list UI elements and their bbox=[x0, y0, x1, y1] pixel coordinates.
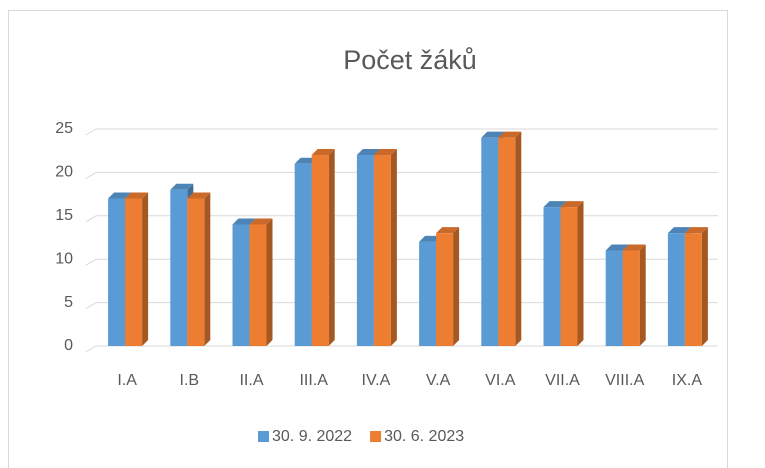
bar-side bbox=[390, 149, 397, 346]
legend-swatch bbox=[258, 431, 269, 442]
bar bbox=[622, 250, 640, 346]
bar-side bbox=[142, 192, 149, 346]
bar bbox=[498, 137, 516, 346]
bar bbox=[249, 224, 267, 346]
bar-top bbox=[356, 149, 380, 156]
bar bbox=[684, 233, 702, 346]
bar-top bbox=[170, 183, 194, 190]
bar-top bbox=[481, 131, 505, 138]
bar bbox=[170, 189, 188, 346]
bar-top bbox=[373, 149, 397, 156]
bar bbox=[667, 233, 685, 346]
bar bbox=[108, 198, 126, 346]
x-tick-label: IX.A bbox=[672, 372, 703, 389]
x-tick-label: II.A bbox=[239, 372, 263, 389]
bar-top bbox=[684, 227, 708, 234]
bar-top bbox=[560, 201, 584, 208]
bar-side bbox=[204, 192, 211, 346]
bar bbox=[356, 155, 374, 346]
bar-side bbox=[328, 149, 335, 346]
bar bbox=[560, 207, 578, 346]
y-tick-label: 15 bbox=[55, 207, 73, 224]
legend-swatch bbox=[370, 431, 382, 442]
bar bbox=[436, 233, 454, 346]
bar-side bbox=[577, 201, 584, 346]
bar-top bbox=[187, 192, 211, 199]
bar bbox=[187, 198, 205, 346]
bar-top bbox=[498, 131, 522, 138]
legend-label: 30. 6. 2023 bbox=[384, 428, 464, 445]
legend-label: 30. 9. 2022 bbox=[272, 428, 352, 445]
bar bbox=[125, 198, 143, 346]
bar-top bbox=[667, 227, 691, 234]
bar-side bbox=[701, 227, 708, 346]
x-tick-label: IV.A bbox=[362, 372, 391, 389]
x-tick-label: VII.A bbox=[545, 372, 580, 389]
x-tick-label: I.B bbox=[180, 372, 200, 389]
bar-top bbox=[436, 227, 460, 234]
bar-top bbox=[249, 218, 273, 225]
grid-line bbox=[85, 128, 718, 136]
bar bbox=[543, 207, 561, 346]
bar-top bbox=[605, 244, 629, 251]
bar-top bbox=[543, 201, 567, 208]
y-tick-label: 25 bbox=[55, 120, 73, 137]
y-tick-label: 5 bbox=[64, 294, 73, 311]
bar-side bbox=[515, 131, 522, 346]
x-tick-label: V.A bbox=[426, 372, 451, 389]
x-tick-label: VI.A bbox=[485, 372, 516, 389]
bar-side bbox=[453, 227, 460, 346]
y-tick-label: 20 bbox=[55, 164, 73, 181]
x-tick-label: VIII.A bbox=[605, 372, 644, 389]
bar bbox=[419, 241, 437, 346]
bar bbox=[311, 155, 329, 346]
bar-top bbox=[311, 149, 335, 156]
bar bbox=[294, 163, 312, 346]
bar-top bbox=[125, 192, 149, 199]
y-tick-label: 0 bbox=[64, 337, 73, 354]
bar bbox=[232, 224, 250, 346]
bar-side bbox=[266, 218, 273, 346]
x-tick-label: I.A bbox=[117, 372, 137, 389]
bar-top bbox=[622, 244, 646, 251]
bar-top bbox=[232, 218, 256, 225]
bar-top bbox=[108, 192, 132, 199]
bar bbox=[605, 250, 623, 346]
x-tick-label: III.A bbox=[299, 372, 328, 389]
bar-side bbox=[639, 244, 646, 346]
bar bbox=[373, 155, 391, 346]
chart-title: Počet žáků bbox=[343, 45, 477, 75]
y-tick-label: 10 bbox=[55, 250, 73, 267]
bar bbox=[481, 137, 499, 346]
